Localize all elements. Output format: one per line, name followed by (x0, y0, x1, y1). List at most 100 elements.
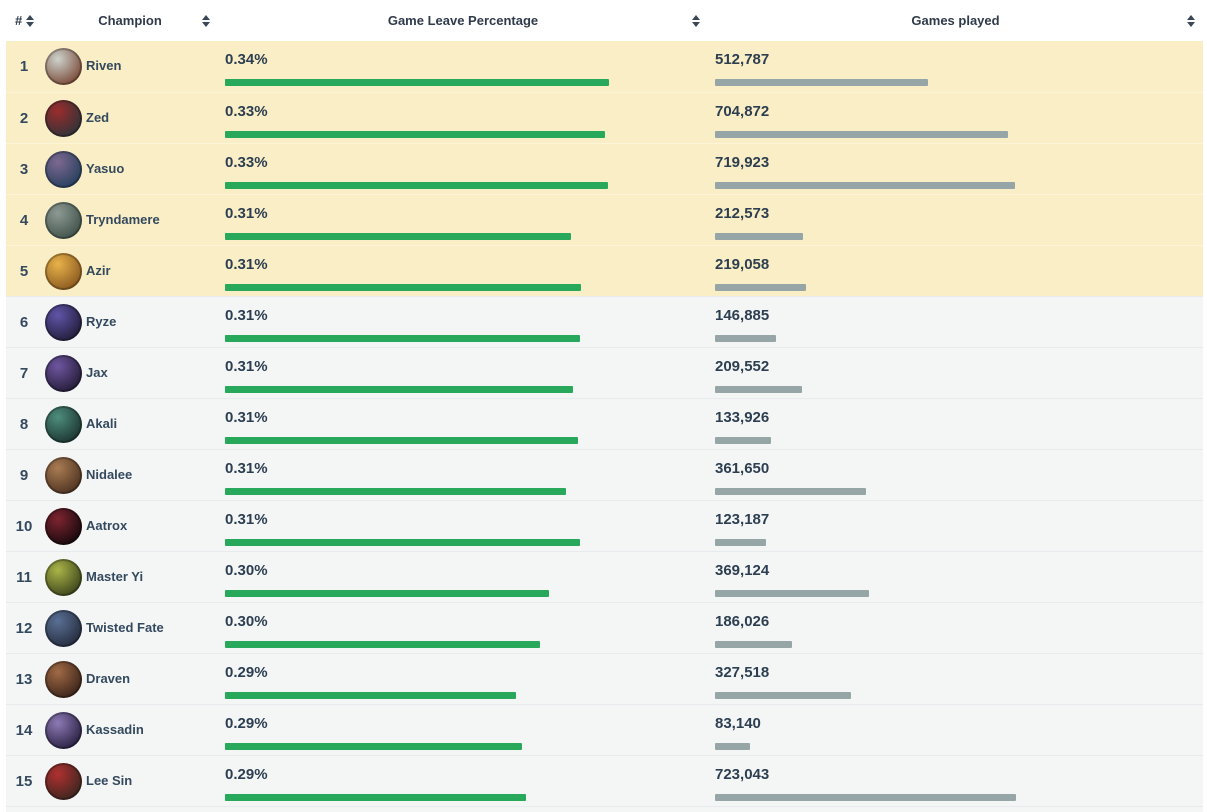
table-row[interactable]: 4 Tryndamere 0.31% 212,573 (6, 194, 1203, 245)
table-row[interactable]: 15 Lee Sin 0.29% 723,043 (6, 755, 1203, 806)
leave-percentage-value: 0.31% (225, 256, 268, 273)
champion-avatar[interactable] (45, 660, 82, 698)
table-row[interactable]: 3 Yasuo 0.33% 719,923 (6, 143, 1203, 194)
rank-cell: 8 (6, 399, 42, 449)
column-header-champion[interactable]: Champion (42, 0, 218, 41)
games-played-value: 146,885 (715, 307, 770, 324)
column-header-leave-percentage[interactable]: Game Leave Percentage (218, 0, 708, 41)
champion-name[interactable]: Riven (86, 58, 122, 74)
champion-avatar[interactable] (45, 201, 82, 239)
champion-avatar[interactable] (45, 354, 82, 392)
champion-avatar[interactable] (45, 507, 82, 545)
champion-avatar[interactable] (45, 456, 82, 494)
sort-desc-icon (26, 21, 34, 27)
sort-asc-icon (202, 14, 210, 20)
rank-label: 2 (19, 109, 29, 127)
games-played-value: 512,787 (715, 51, 770, 68)
champion-name[interactable]: Yasuo (86, 160, 125, 176)
rank-cell: 7 (6, 348, 42, 398)
champion-avatar[interactable] (45, 609, 82, 647)
table-row[interactable]: 7 Jax 0.31% 209,552 (6, 347, 1203, 398)
table-row[interactable]: 14 Kassadin 0.29% 83,140 (6, 704, 1203, 755)
champion-avatar[interactable] (45, 150, 82, 188)
sort-icon[interactable] (692, 14, 700, 27)
champion-name[interactable]: Zed (86, 109, 110, 125)
champion-name[interactable]: Aatrox (86, 517, 128, 533)
leave-percentage-cell: 0.29% (218, 756, 708, 806)
games-played-cell: 123,187 (708, 501, 1203, 551)
leave-percentage-cell: 0.29% (218, 654, 708, 704)
leave-percentage-bar (225, 182, 608, 189)
rank-cell: 10 (6, 501, 42, 551)
champion-name[interactable]: Akali (86, 415, 118, 431)
games-played-bar (715, 641, 792, 648)
table-row[interactable]: 6 Ryze 0.31% 146,885 (6, 296, 1203, 347)
champion-name[interactable]: Draven (86, 670, 131, 686)
champion-avatar[interactable] (45, 711, 82, 749)
table-row[interactable]: 1 Riven 0.34% 512,787 (6, 41, 1203, 92)
sort-icon[interactable] (202, 14, 210, 27)
champion-name[interactable]: Nidalee (86, 466, 133, 482)
champion-name[interactable]: Master Yi (86, 568, 144, 584)
champion-avatar[interactable] (45, 558, 82, 596)
champion-cell: Nidalee (42, 450, 218, 500)
rank-cell: 15 (6, 756, 42, 806)
champion-avatar[interactable] (45, 762, 82, 800)
leave-percentage-bar (225, 79, 609, 86)
leave-percentage-bar (225, 284, 581, 291)
champion-name[interactable]: Azir (86, 262, 111, 278)
games-played-cell: 704,872 (708, 93, 1203, 143)
champion-avatar[interactable] (45, 252, 82, 290)
table-row[interactable]: 11 Master Yi 0.30% 369,124 (6, 551, 1203, 602)
leave-percentage-cell: 0.31% (218, 195, 708, 245)
leave-percentage-bar (225, 743, 522, 750)
column-header-games-played-label: Games played (911, 13, 1000, 28)
champion-name[interactable]: Ryze (86, 313, 117, 329)
sort-desc-icon (202, 21, 210, 27)
leave-percentage-value: 0.33% (225, 154, 268, 171)
champion-avatar[interactable] (45, 405, 82, 443)
leave-percentage-value: 0.31% (225, 460, 268, 477)
table-row[interactable]: 2 Zed 0.33% 704,872 (6, 92, 1203, 143)
champion-name[interactable]: Tryndamere (86, 211, 160, 227)
champion-name[interactable]: Kassadin (86, 721, 144, 737)
table-row[interactable]: 12 Twisted Fate 0.30% 186,026 (6, 602, 1203, 653)
games-played-value: 723,043 (715, 766, 770, 783)
leave-percentage-cell: 0.31% (218, 297, 708, 347)
table-row[interactable]: 9 Nidalee 0.31% 361,650 (6, 449, 1203, 500)
rank-label: 12 (15, 619, 33, 637)
sort-desc-icon (1187, 21, 1195, 27)
leave-percentage-bar (225, 488, 566, 495)
rank-cell: 13 (6, 654, 42, 704)
champion-avatar[interactable] (45, 99, 82, 137)
sort-icon[interactable] (26, 14, 34, 27)
leave-percentage-bar (225, 590, 549, 597)
column-header-rank[interactable]: # (6, 0, 42, 41)
games-played-cell: 186,026 (708, 603, 1203, 653)
champion-cell: Akali (42, 399, 218, 449)
champion-cell: Ryze (42, 297, 218, 347)
champion-name[interactable]: Lee Sin (86, 772, 133, 788)
table-row[interactable]: 5 Azir 0.31% 219,058 (6, 245, 1203, 296)
leave-percentage-cell: 0.29% (218, 705, 708, 755)
table-row[interactable]: 10 Aatrox 0.31% 123,187 (6, 500, 1203, 551)
games-played-cell: 719,923 (708, 144, 1203, 194)
champion-avatar[interactable] (45, 303, 82, 341)
champion-cell: Riven (42, 41, 218, 92)
games-played-bar (715, 692, 851, 699)
champion-name[interactable]: Jax (86, 364, 108, 380)
rank-cell: 6 (6, 297, 42, 347)
champion-avatar[interactable] (45, 48, 82, 85)
sort-icon[interactable] (1187, 14, 1195, 27)
champion-cell: Jax (42, 348, 218, 398)
champion-name[interactable]: Twisted Fate (86, 619, 164, 635)
table-row[interactable]: 8 Akali 0.31% 133,926 (6, 398, 1203, 449)
next-row-partial (6, 806, 1203, 812)
leave-percentage-bar (225, 539, 580, 546)
rank-label: 6 (19, 313, 29, 331)
games-played-cell: 512,787 (708, 41, 1203, 92)
column-header-games-played[interactable]: Games played (708, 0, 1203, 41)
rank-label: 5 (19, 262, 29, 280)
table-row[interactable]: 13 Draven 0.29% 327,518 (6, 653, 1203, 704)
leave-percentage-value: 0.31% (225, 358, 268, 375)
